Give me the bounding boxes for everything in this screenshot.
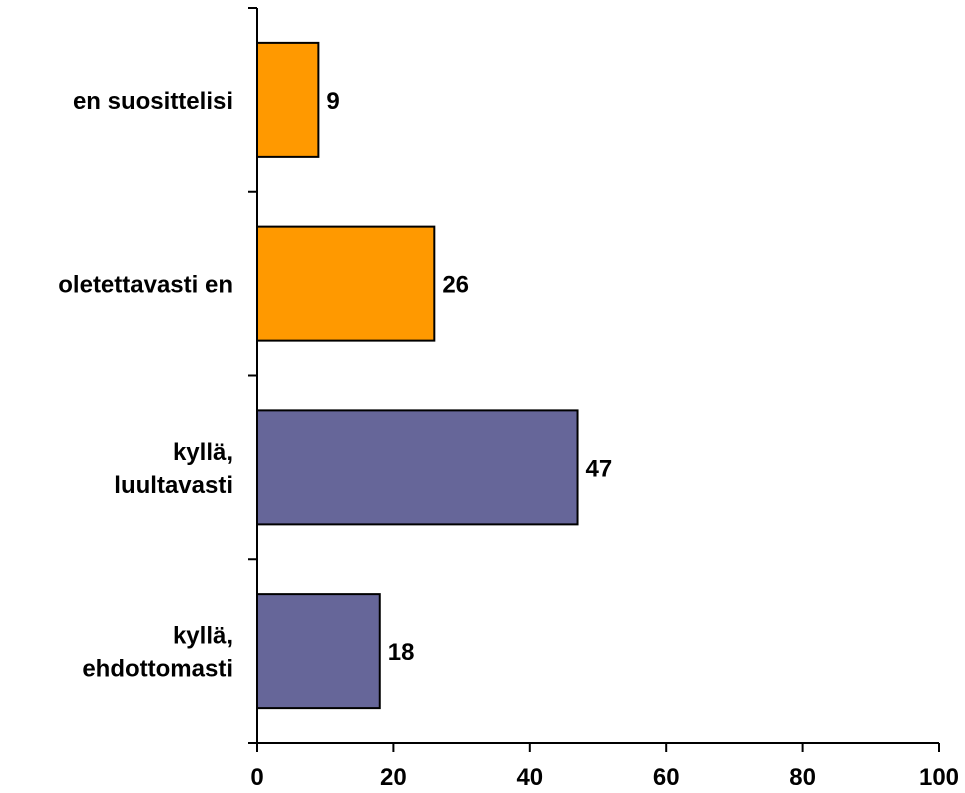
x-tick-label: 40 xyxy=(516,764,543,791)
x-tick-label: 100 xyxy=(919,764,959,791)
category-label-line: luultavasti xyxy=(114,472,233,499)
bar xyxy=(256,409,579,526)
x-tick-label: 80 xyxy=(789,764,816,791)
category-label-line: kyllä, xyxy=(173,623,233,650)
category-label-line: ehdottomasti xyxy=(82,656,233,683)
bar xyxy=(256,225,436,342)
category-label: kyllä, luultavasti xyxy=(114,439,233,499)
x-tick-label: 60 xyxy=(653,764,680,791)
bar xyxy=(256,41,320,158)
category-label-line: kyllä, xyxy=(173,439,233,466)
category-label: kyllä, ehdottomasti xyxy=(82,623,233,683)
bar xyxy=(256,593,381,710)
data-label: 18 xyxy=(388,639,415,666)
labels: 0 20 40 60 80 100 9 en suosittelisi 26 oletettava… xyxy=(58,88,959,791)
category-label: oletettavasti en xyxy=(58,272,233,299)
x-tick-label: 0 xyxy=(250,764,263,791)
bars xyxy=(256,41,579,710)
data-label: 47 xyxy=(586,455,613,482)
x-tick-label: 20 xyxy=(380,764,407,791)
category-label: en suosittelisi xyxy=(73,88,233,115)
data-label: 9 xyxy=(326,88,339,115)
category-label-line: oletettavasti en xyxy=(58,272,233,299)
category-label-line: en suosittelisi xyxy=(73,88,233,115)
data-label: 26 xyxy=(442,272,469,299)
